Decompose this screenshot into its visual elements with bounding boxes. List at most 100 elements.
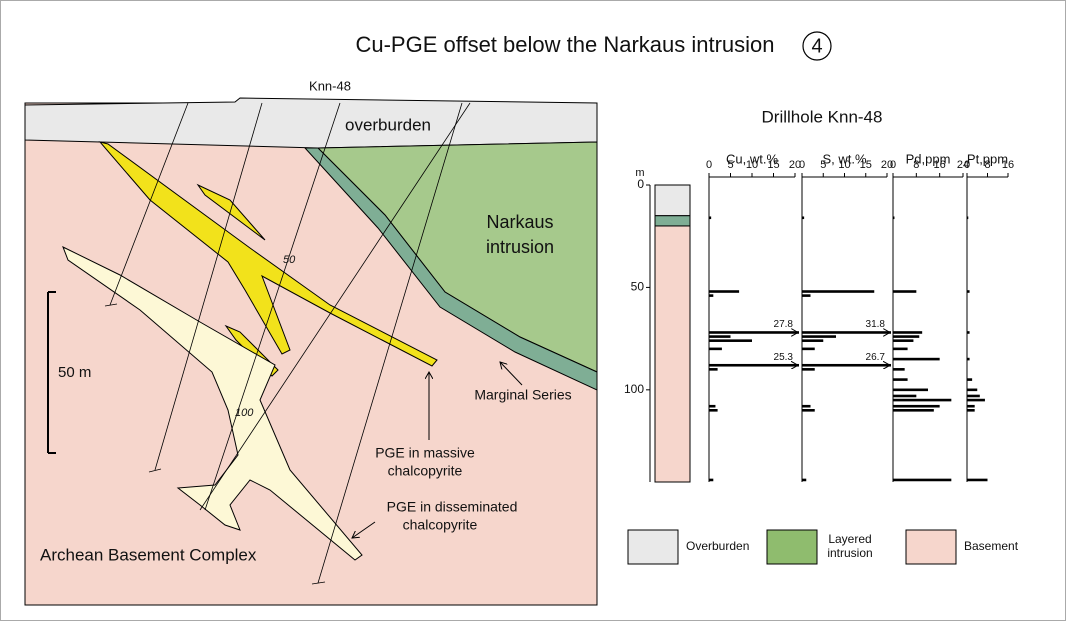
x-tick-label: 8 bbox=[984, 159, 990, 171]
legend-label: Overburden bbox=[686, 539, 749, 553]
depth-tick-label: 100 bbox=[624, 382, 644, 396]
bar bbox=[967, 216, 969, 220]
bar bbox=[802, 216, 805, 220]
x-tick-label: 16 bbox=[1002, 159, 1014, 171]
bar bbox=[967, 388, 978, 392]
bar bbox=[802, 290, 875, 293]
panel-label: Pt,ppm bbox=[967, 151, 1008, 166]
bar bbox=[709, 339, 752, 342]
overburden-area bbox=[24, 97, 598, 149]
x-tick-label: 0 bbox=[890, 159, 896, 171]
x-tick-label: 5 bbox=[820, 159, 826, 171]
badge: 4 bbox=[811, 35, 822, 57]
bar bbox=[893, 478, 952, 482]
depth-mark: 100 bbox=[235, 407, 254, 419]
bar bbox=[967, 394, 980, 398]
arrow bbox=[352, 521, 376, 538]
bar bbox=[802, 368, 815, 371]
vein bbox=[196, 183, 266, 241]
x-tick-label: 20 bbox=[789, 159, 801, 171]
bar bbox=[893, 368, 905, 371]
badge-circle bbox=[802, 31, 832, 61]
marginal-series bbox=[303, 147, 598, 391]
basement-label: Archean Basement Complex bbox=[40, 545, 257, 564]
depth-mark: 50 bbox=[283, 254, 296, 266]
marginal-label: Marginal Series bbox=[474, 387, 571, 403]
x-tick-label: 16 bbox=[934, 159, 946, 171]
bar bbox=[893, 404, 940, 408]
drillhole-label: Knn-48 bbox=[309, 78, 351, 93]
bar bbox=[709, 368, 718, 371]
x-tick-label: 8 bbox=[913, 159, 919, 171]
bar bbox=[967, 331, 970, 334]
bar bbox=[802, 294, 811, 297]
legend-swatch bbox=[627, 529, 679, 565]
bar bbox=[893, 339, 914, 342]
bar bbox=[893, 378, 908, 381]
bar bbox=[967, 398, 985, 402]
bar bbox=[802, 363, 891, 367]
bar bbox=[709, 347, 722, 351]
bars bbox=[893, 216, 952, 482]
bar bbox=[802, 339, 824, 342]
bar bbox=[893, 394, 917, 398]
bar bbox=[893, 331, 923, 334]
bar bbox=[967, 404, 975, 408]
bar bbox=[893, 335, 920, 338]
depth-unit: m bbox=[635, 167, 644, 179]
bar bbox=[709, 290, 740, 293]
bar bbox=[967, 357, 970, 361]
legend-swatch bbox=[766, 529, 818, 565]
x-tick-label: 0 bbox=[964, 159, 970, 171]
x-tick-label: 24 bbox=[957, 159, 969, 171]
overburden-label: overburden bbox=[345, 115, 431, 134]
bar bbox=[893, 347, 908, 351]
value-label: 31.8 bbox=[866, 319, 886, 330]
x-tick-label: 0 bbox=[799, 159, 805, 171]
bar bbox=[709, 409, 718, 412]
bar bbox=[709, 294, 714, 297]
intrusion-label: Narkaus bbox=[486, 212, 553, 232]
x-tick-label: 0 bbox=[706, 159, 712, 171]
bar bbox=[967, 290, 970, 293]
arrow bbox=[500, 362, 523, 386]
value-label: 26.7 bbox=[866, 352, 886, 363]
bars bbox=[967, 216, 988, 482]
bar bbox=[967, 478, 988, 482]
bar bbox=[802, 478, 807, 482]
legend-label: intrusion bbox=[827, 546, 872, 560]
bar bbox=[893, 398, 952, 402]
x-tick-label: 15 bbox=[860, 159, 872, 171]
disseminated-zone bbox=[62, 245, 363, 561]
bar bbox=[967, 378, 973, 381]
panel-label: Cu, wt.% bbox=[726, 151, 778, 166]
bar bbox=[893, 216, 895, 220]
bar bbox=[709, 335, 731, 338]
lithology-unit bbox=[654, 184, 691, 217]
value-label: 25.3 bbox=[774, 352, 794, 363]
x-tick-label: 15 bbox=[767, 159, 779, 171]
drillholes bbox=[104, 102, 471, 585]
panel-label: Pd,ppm bbox=[906, 151, 951, 166]
bar bbox=[802, 347, 815, 351]
legend-swatch bbox=[905, 529, 957, 565]
bar bbox=[709, 363, 799, 367]
bars bbox=[802, 216, 891, 482]
section: 50 m Knn-48 overburden Narkaus intrusion… bbox=[24, 78, 598, 606]
bar bbox=[893, 357, 940, 361]
depth-tick-label: 0 bbox=[637, 177, 644, 191]
log-title: Drillhole Knn-48 bbox=[762, 107, 883, 126]
massive-label: PGE in massive bbox=[375, 445, 475, 461]
x-tick-label: 5 bbox=[727, 159, 733, 171]
x-tick-label: 10 bbox=[746, 159, 758, 171]
intrusion-label: intrusion bbox=[486, 237, 554, 257]
massive-vein bbox=[98, 141, 438, 367]
bar bbox=[893, 388, 928, 392]
bar bbox=[967, 409, 975, 412]
disseminated-label: PGE in disseminated bbox=[387, 499, 518, 515]
bar bbox=[802, 331, 891, 334]
scale-label: 50 m bbox=[58, 364, 91, 381]
